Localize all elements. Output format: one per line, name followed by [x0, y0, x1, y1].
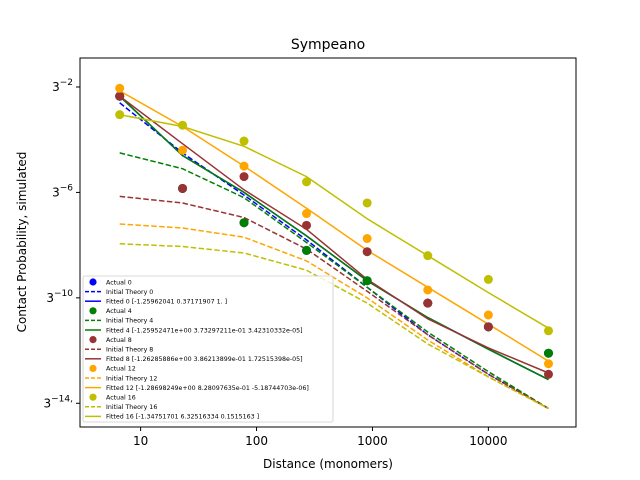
- actual-point: [302, 245, 312, 255]
- actual-point: [239, 136, 249, 146]
- actual-point: [302, 220, 312, 230]
- legend-label-actual: Actual 0: [106, 279, 132, 286]
- legend-label-fitted: Fitted 0 [-1.25962041 0.37171907 1. ]: [106, 299, 227, 306]
- actual-point: [178, 120, 188, 130]
- legend-marker-actual: [89, 336, 97, 344]
- actual-point: [178, 145, 188, 155]
- actual-point: [115, 91, 125, 101]
- actual-point: [483, 274, 493, 284]
- fitted-line: [119, 90, 549, 362]
- actual-point: [178, 183, 188, 193]
- legend-label-fitted: Fitted 4 [-1.25952471e+00 3.73297211e-01…: [106, 327, 303, 334]
- actual-point: [483, 310, 493, 320]
- legend-marker-actual: [89, 393, 97, 401]
- x-tick-label: 1000: [357, 434, 388, 448]
- legend-marker-actual: [89, 307, 97, 315]
- fitted-line: [119, 113, 549, 329]
- actual-point: [302, 209, 312, 219]
- y-tick-label: 3−10: [46, 289, 73, 305]
- actual-point: [239, 172, 249, 182]
- x-axis-ticks: 10 100 1000 10000: [133, 427, 507, 448]
- legend-label-theory: Initial Theory 4: [106, 318, 153, 325]
- legend-label-actual: Actual 8: [106, 337, 132, 344]
- chart-title: Sympeano: [291, 37, 365, 53]
- actual-point: [362, 247, 372, 257]
- actual-point: [362, 276, 372, 286]
- legend-box: [82, 275, 334, 423]
- legend-label-fitted: Fitted 12 [-1.28698249e+00 8.28097635e-0…: [106, 385, 309, 392]
- legend-label-actual: Actual 12: [106, 366, 136, 373]
- plot-frame: [79, 57, 577, 428]
- y-tick-label: 3−2: [52, 78, 73, 94]
- legend-label-actual: Actual 16: [106, 395, 136, 402]
- legend: Actual 0 Initial Theory 0 Fitted 0 [-1.259…: [82, 275, 334, 423]
- actual-point: [423, 251, 433, 261]
- legend-label-fitted: Fitted 8 [-1.26285886e+00 3.86213899e-01…: [106, 356, 303, 363]
- actual-point: [543, 369, 553, 379]
- legend-marker-actual: [89, 364, 97, 372]
- y-axis-ticks: 3−2 3−6 3−10 3−14,: [44, 78, 80, 410]
- actual-point: [362, 234, 372, 244]
- y-tick-label: 3−6: [52, 183, 73, 199]
- theory-line: [119, 152, 549, 410]
- legend-label-theory: Initial Theory 8: [106, 347, 153, 354]
- fitted-line: [119, 95, 549, 381]
- actual-point: [543, 359, 553, 369]
- legend-label-theory: Initial Theory 0: [106, 289, 153, 296]
- x-axis-label: Distance (monomers): [263, 457, 393, 471]
- actual-point: [115, 83, 125, 93]
- y-tick-label: 3−14,: [44, 394, 74, 410]
- theory-line: [119, 243, 549, 410]
- actual-point: [423, 298, 433, 308]
- x-tick-label: 10000: [469, 434, 507, 448]
- actual-point: [483, 322, 493, 332]
- theory-line: [119, 195, 549, 410]
- actual-point: [543, 348, 553, 358]
- legend-label-theory: Initial Theory 12: [106, 375, 157, 382]
- actual-point: [239, 218, 249, 228]
- actual-point: [239, 161, 249, 171]
- legend-label-theory: Initial Theory 16: [106, 404, 157, 411]
- actual-point: [302, 177, 312, 187]
- legend-label-actual: Actual 4: [106, 308, 132, 315]
- x-tick-label: 100: [245, 434, 268, 448]
- series-layer: [115, 83, 553, 410]
- actual-point: [115, 110, 125, 120]
- actual-point: [423, 285, 433, 295]
- actual-point: [543, 326, 553, 336]
- legend-marker-actual: [89, 278, 97, 286]
- x-tick-label: 10: [133, 434, 148, 448]
- actual-point: [362, 198, 372, 208]
- fitted-line: [119, 95, 549, 374]
- y-axis-label: Contact Probability, simulated: [15, 152, 29, 333]
- legend-label-fitted: Fitted 16 [-1.34751701 6.32516334 0.1515…: [106, 414, 259, 421]
